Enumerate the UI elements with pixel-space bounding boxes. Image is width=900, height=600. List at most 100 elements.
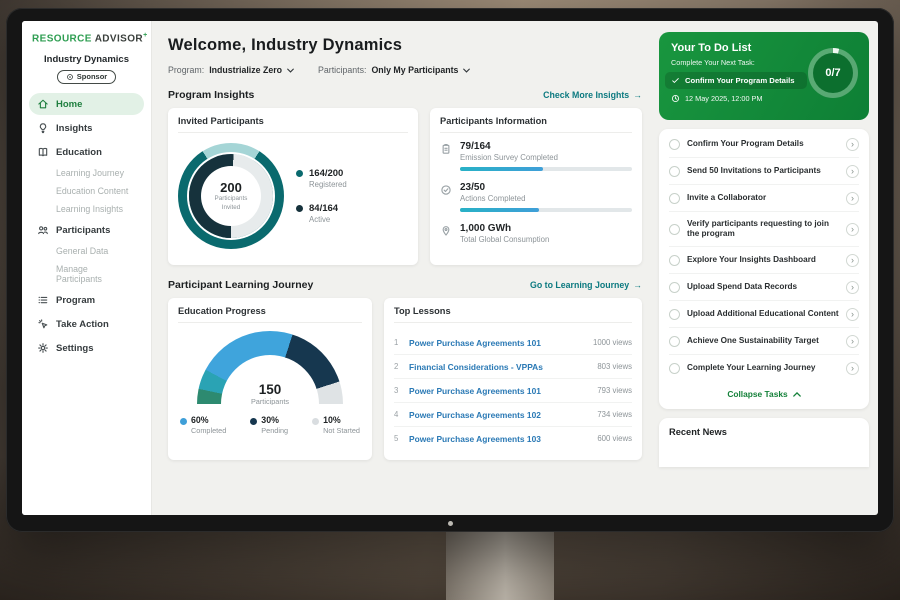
power-led	[448, 521, 453, 526]
program-filter-dropdown[interactable]: Program: Industrialize Zero	[168, 65, 294, 75]
recent-news-heading: Recent News	[669, 427, 727, 438]
stat-body: 23/50 Actions Completed	[460, 182, 632, 212]
legend-active: 84/164 Active	[296, 203, 347, 224]
sidebar-menu: Home Insights Education Learning Journey…	[29, 92, 144, 360]
task-checkbox[interactable]	[669, 281, 680, 293]
page-title: Welcome, Industry Dynamics	[168, 36, 403, 54]
sidebar: RESOURCE ADVISOR+ Industry Dynamics Spon…	[22, 21, 152, 515]
task-item[interactable]: Explore Your Insights Dashboard ›	[669, 247, 859, 275]
task-checkbox[interactable]	[669, 335, 680, 347]
check-more-insights-link[interactable]: Check More Insights →	[543, 90, 642, 100]
todo-due-label: 12 May 2025, 12:00 PM	[685, 94, 763, 103]
stat-value: 23/50	[460, 182, 486, 193]
task-item[interactable]: Verify participants requesting to join t…	[669, 212, 859, 248]
card-title: Participants Information	[440, 116, 632, 133]
sidebar-item-home[interactable]: Home	[29, 93, 144, 116]
click-hand-icon	[38, 319, 48, 329]
collapse-tasks-link[interactable]: Collapse Tasks	[669, 381, 859, 405]
chevron-right-icon[interactable]: ›	[846, 164, 859, 178]
card-title: Education Progress	[178, 306, 362, 323]
lesson-row: 5 Power Purchase Agreements 103 600 view…	[394, 427, 632, 450]
chevron-right-icon[interactable]: ›	[846, 334, 859, 348]
sidebar-item-take-action[interactable]: Take Action	[29, 313, 144, 335]
sidebar-item-education[interactable]: Education	[29, 141, 144, 163]
task-item[interactable]: Complete Your Learning Journey ›	[669, 355, 859, 381]
legend-text: 164/200 Registered	[309, 168, 347, 189]
sidebar-item-label: Participants	[56, 224, 111, 236]
progress-bar-track	[460, 167, 632, 171]
task-label: Confirm Your Program Details	[687, 138, 804, 148]
chevron-right-icon[interactable]: ›	[846, 361, 859, 375]
chevron-right-icon[interactable]: ›	[846, 253, 859, 267]
sidebar-item-general-data[interactable]: General Data	[56, 246, 109, 257]
people-icon	[38, 226, 48, 235]
lesson-link[interactable]: Power Purchase Agreements 101	[409, 385, 541, 396]
todo-next-task[interactable]: Confirm Your Program Details	[665, 72, 807, 89]
task-item[interactable]: Upload Additional Educational Content ›	[669, 301, 859, 329]
gauge-value: 150	[258, 382, 282, 397]
sidebar-item-insights[interactable]: Insights	[29, 117, 144, 139]
legend-top: 60%	[180, 415, 226, 425]
legend-top: 30%	[250, 415, 288, 425]
task-checkbox[interactable]	[669, 308, 680, 320]
chevron-right-icon[interactable]: ›	[846, 137, 859, 151]
participants-information-card: Participants Information 79/164 Emission…	[430, 108, 642, 265]
donut-center-value: 200	[220, 180, 242, 196]
task-checkbox[interactable]	[669, 192, 680, 204]
program-filter-value: Industrialize Zero	[209, 65, 283, 75]
todo-progress-value: 0/7	[813, 53, 853, 93]
participants-filter-value: Only My Participants	[371, 65, 459, 75]
task-checkbox[interactable]	[669, 254, 680, 266]
lesson-rank: 3	[394, 386, 399, 395]
todo-progress-text: 0/7	[825, 67, 841, 79]
invited-donut-chart: 200 Participants Invited	[178, 143, 284, 249]
task-item[interactable]: Achieve One Sustainability Target ›	[669, 328, 859, 356]
chevron-right-icon[interactable]: ›	[846, 191, 859, 205]
sidebar-item-settings[interactable]: Settings	[29, 337, 144, 359]
go-to-learning-journey-link[interactable]: Go to Learning Journey →	[530, 280, 642, 290]
todo-summary-card: Your To Do List Complete Your Next Task:…	[659, 32, 869, 120]
lesson-link[interactable]: Power Purchase Agreements 102	[409, 409, 541, 420]
chevron-right-icon[interactable]: ›	[846, 222, 859, 236]
sponsor-badge: Sponsor	[56, 70, 117, 85]
donut-center-label: Participants	[214, 195, 248, 203]
gauge-center: 150 Participants	[197, 382, 343, 405]
chevron-right-icon[interactable]: ›	[846, 280, 859, 294]
donut-legend: 164/200 Registered 84/164 Active	[296, 168, 347, 224]
task-item[interactable]: Invite a Collaborator ›	[669, 185, 859, 212]
task-item[interactable]: Upload Spend Data Records ›	[669, 274, 859, 302]
sidebar-item-learning-journey[interactable]: Learning Journey	[56, 168, 124, 179]
task-label: Explore Your Insights Dashboard	[687, 254, 816, 264]
dashboard-screen: RESOURCE ADVISOR+ Industry Dynamics Spon…	[22, 21, 878, 515]
task-checkbox[interactable]	[669, 138, 680, 150]
sidebar-item-program[interactable]: Program	[29, 289, 144, 311]
filters-row: Program: Industrialize Zero Participants…	[168, 65, 642, 75]
sidebar-item-participants[interactable]: Participants	[29, 219, 144, 241]
program-insights-cards: Invited Participants 200 Participants In…	[168, 108, 642, 265]
sidebar-item-learning-insights[interactable]: Learning Insights	[56, 204, 123, 215]
task-checkbox[interactable]	[669, 362, 680, 374]
arrow-right-icon: →	[633, 90, 642, 100]
task-item[interactable]: Confirm Your Program Details ›	[669, 131, 859, 158]
participants-filter-dropdown[interactable]: Participants: Only My Participants	[318, 65, 471, 75]
gear-icon	[38, 343, 48, 354]
lesson-link[interactable]: Financial Considerations - VPPAs	[409, 361, 543, 372]
donut-center-label: Invited	[221, 203, 241, 211]
stat-label: Emission Survey Completed	[460, 153, 558, 162]
lesson-views: 803 views	[597, 362, 632, 371]
collapse-label: Collapse Tasks	[727, 389, 788, 400]
lesson-link[interactable]: Power Purchase Agreements 103	[409, 433, 541, 444]
legend-label: Registered	[309, 180, 347, 189]
task-checkbox[interactable]	[669, 165, 680, 177]
task-checkbox[interactable]	[669, 223, 680, 235]
task-label: Achieve One Sustainability Target	[687, 335, 819, 345]
stat-body: 1,000 GWh Total Global Consumption	[460, 223, 632, 244]
task-item[interactable]: Send 50 Invitations to Participants ›	[669, 158, 859, 185]
sidebar-item-education-content[interactable]: Education Content	[56, 186, 129, 197]
lesson-link[interactable]: Power Purchase Agreements 101	[409, 337, 541, 348]
progress-bar-track	[460, 208, 632, 212]
learning-journey-header: Participant Learning Journey Go to Learn…	[168, 279, 642, 291]
task-label: Invite a Collaborator	[687, 192, 767, 202]
sidebar-item-manage-participants[interactable]: Manage Participants	[56, 264, 102, 285]
chevron-right-icon[interactable]: ›	[846, 307, 859, 321]
